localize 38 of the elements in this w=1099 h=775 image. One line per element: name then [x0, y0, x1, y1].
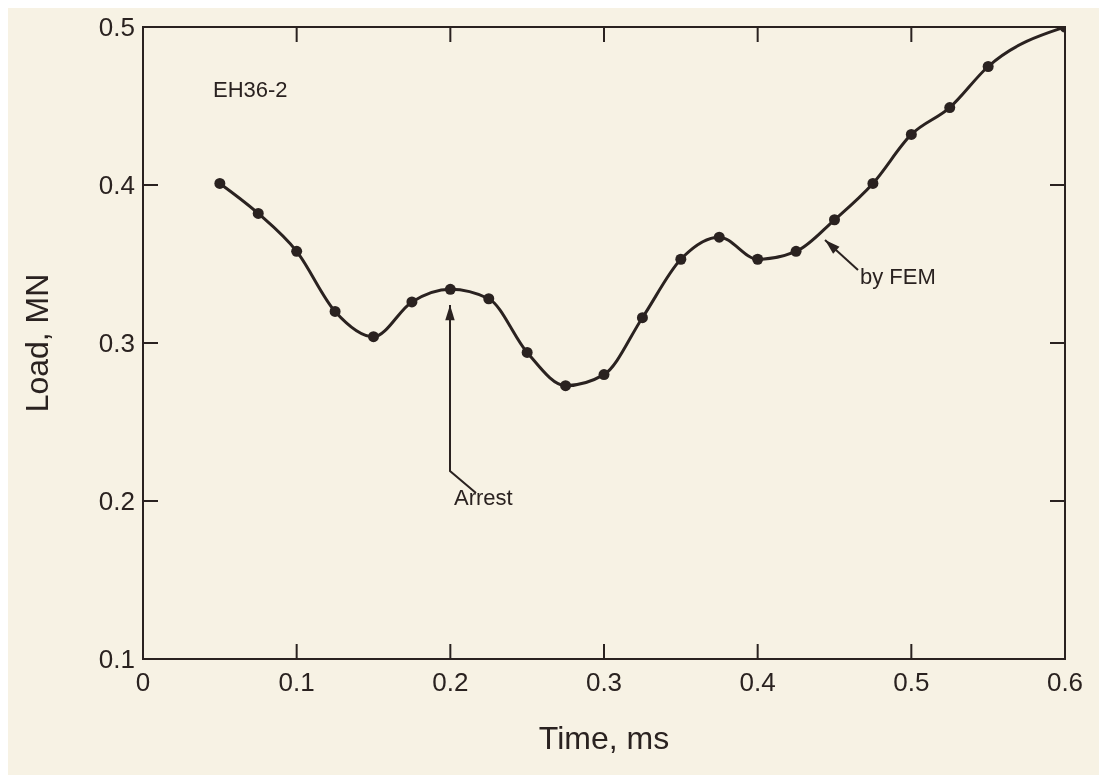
- x-tick-label: 0.4: [739, 667, 776, 697]
- annotation: EH36-2: [213, 77, 288, 102]
- point: [483, 293, 495, 305]
- x-tick-label: 0.1: [278, 667, 315, 697]
- point: [406, 296, 418, 308]
- x-tick-label: 0: [135, 667, 151, 697]
- y-axis-title: Load, MN: [19, 273, 55, 413]
- point: [252, 207, 264, 219]
- x-tick-label: 0.5: [893, 667, 930, 697]
- point: [368, 331, 379, 343]
- point: [944, 102, 956, 114]
- point: [905, 128, 917, 140]
- point: [752, 253, 764, 265]
- y-tick-label: 0.4: [98, 170, 135, 200]
- point: [444, 283, 456, 295]
- point: [790, 245, 802, 257]
- point: [521, 346, 533, 358]
- x-tick-label: 0.6: [1046, 667, 1084, 697]
- y-tick-label: 0.3: [98, 328, 135, 358]
- point: [675, 253, 687, 265]
- point: [329, 305, 341, 317]
- y-tick-label: 0.5: [98, 12, 135, 42]
- y-tick-label: 0.1: [98, 644, 135, 674]
- point: [291, 245, 303, 257]
- point: [598, 369, 610, 381]
- point: [867, 177, 879, 189]
- annotation: by FEM: [860, 264, 936, 289]
- x-axis-title: Time, ms: [538, 720, 670, 756]
- point: [636, 312, 648, 324]
- point: [829, 214, 840, 226]
- y-tick-label: 0.2: [98, 486, 135, 516]
- x-tick-label: 0.2: [432, 667, 469, 697]
- point: [560, 380, 572, 392]
- point: [982, 61, 994, 72]
- annotation: Arrest: [454, 485, 513, 510]
- x-tick-label: 0.3: [585, 667, 623, 697]
- point: [214, 177, 226, 189]
- point: [713, 231, 725, 243]
